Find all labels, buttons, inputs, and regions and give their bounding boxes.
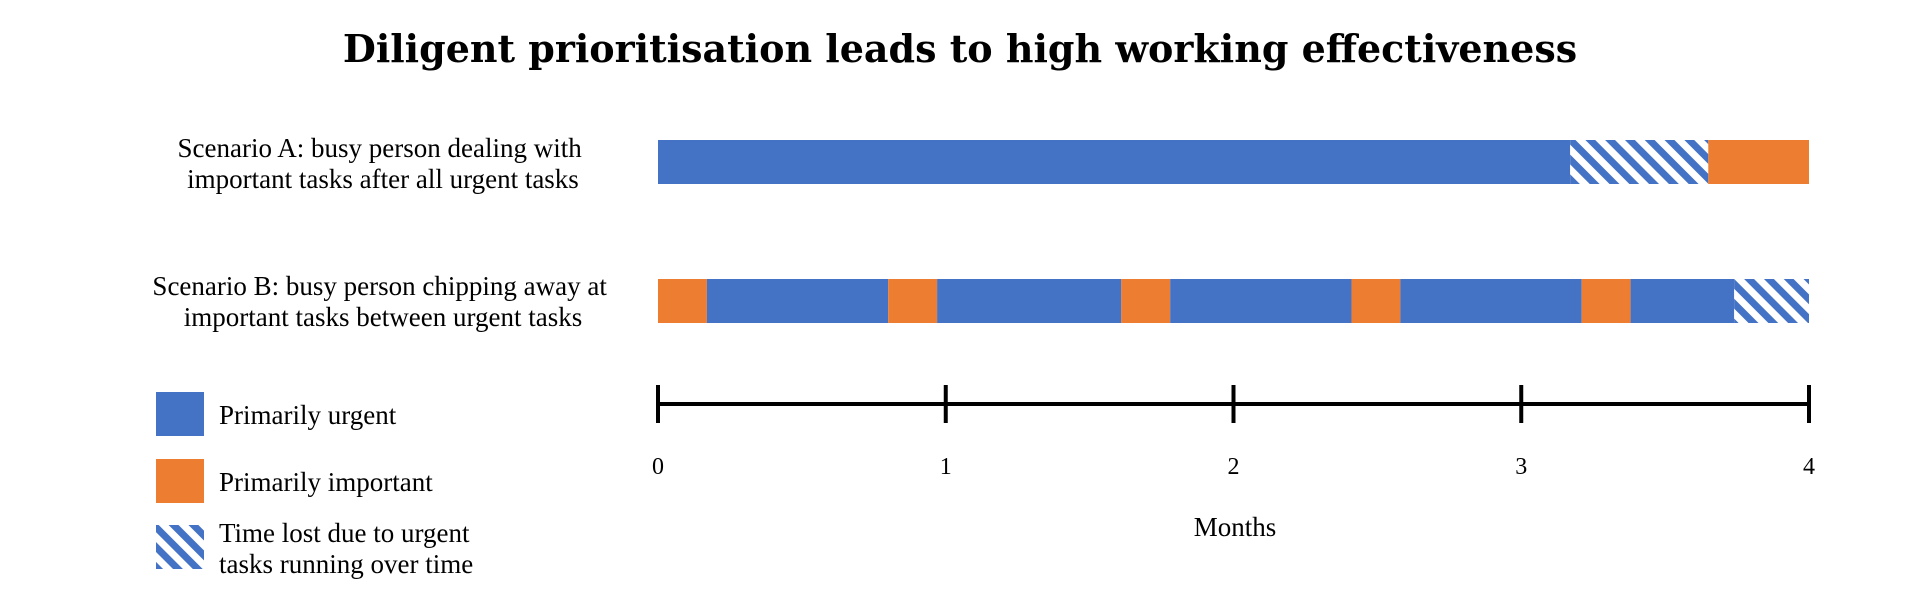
chart-title: Diligent prioritisation leads to high wo… [343,26,1577,71]
bar-segment-urgent [1170,279,1352,323]
legend-label-important: Primarily important [219,467,433,497]
scenario-a-label: Scenario A: busy person dealing with imp… [178,133,589,194]
bar-segment-important [1581,279,1631,323]
bar-segment-important [1351,279,1401,323]
scenario-b-label-line-2: important tasks between urgent tasks [184,302,582,332]
scenario-b-label-line-1: Scenario B: busy person chipping away at [152,271,607,301]
x-tick-label: 4 [1803,454,1815,480]
legend: Primarily urgent Primarily important Tim… [156,392,476,579]
x-tick-label: 3 [1515,454,1527,480]
bar-segment-urgent [1630,279,1735,323]
bar-segment-important [1121,279,1171,323]
x-tick-label: 0 [652,454,664,480]
x-axis: 0 1 2 3 4 [652,385,1815,480]
bar-segment-important [1708,140,1809,184]
scenario-a-bar [658,140,1809,184]
legend-label-urgent: Primarily urgent [219,400,397,430]
x-tick-label: 2 [1228,454,1240,480]
legend-label-lost-line-2: tasks running over time [219,549,473,579]
bar-segment-urgent [1400,279,1582,323]
legend-swatch-lost [156,525,204,569]
bar-segment-lost [1734,279,1809,323]
scenario-a-label-line-1: Scenario A: busy person dealing with [178,133,583,163]
bar-segment-urgent [706,279,889,323]
bar-segment-lost [1570,140,1709,184]
legend-swatch-urgent [156,392,204,436]
bar-segment-urgent [937,279,1122,323]
legend-swatch-important [156,459,204,503]
legend-label-lost-line-1: Time lost due to urgent [219,518,470,548]
bar-segment-important [658,279,707,323]
legend-label-lost: Time lost due to urgent tasks running ov… [219,518,476,579]
scenario-b-label: Scenario B: busy person chipping away at… [152,271,613,332]
x-axis-label: Months [1194,512,1277,542]
bar-segment-urgent [658,140,1571,184]
bar-segment-important [888,279,938,323]
scenario-b-bar [658,279,1809,323]
x-tick-label: 1 [940,454,952,480]
timeline-bars [658,140,1809,323]
scenario-a-label-line-2: important tasks after all urgent tasks [187,164,579,194]
